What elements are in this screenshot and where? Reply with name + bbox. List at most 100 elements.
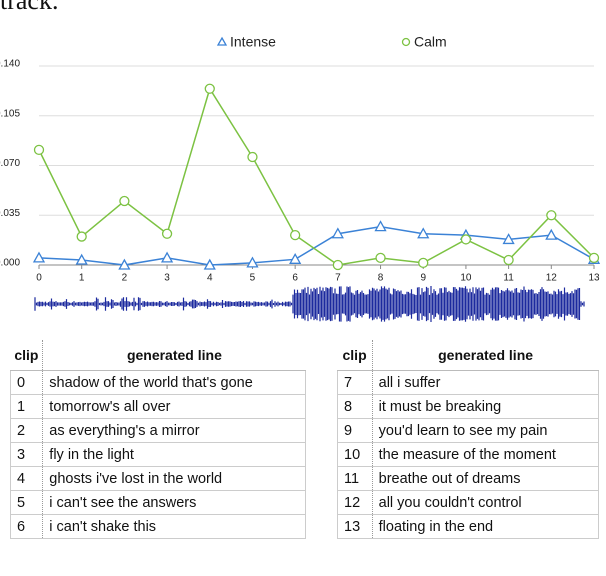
x-tick-label: 10 — [460, 273, 472, 284]
point — [588, 252, 600, 264]
point — [161, 228, 173, 239]
header-row: clip generated line — [10, 340, 306, 371]
x-tick-label: 1 — [79, 273, 85, 284]
legend-item: Calm — [401, 34, 447, 50]
cell: 8 — [337, 394, 373, 419]
cell: as everything's a mirror — [42, 418, 306, 443]
point — [247, 151, 258, 163]
legend-marker — [216, 36, 228, 46]
x-tick-label: 3 — [164, 273, 170, 284]
point — [546, 210, 557, 221]
preceding-text: track. — [0, 0, 59, 15]
legend-label: Intense — [230, 34, 276, 50]
chart: 0.0000.0350.0700.1050.140012345678910111… — [0, 34, 601, 322]
y-tick-label: 0.035 — [0, 208, 20, 219]
row: 4 ghosts i've lost in the world — [9, 466, 306, 491]
row: 1 tomorrow's all over — [9, 394, 306, 419]
x-tick-label: 0 — [36, 273, 42, 284]
point — [545, 228, 558, 240]
x-tick-label: 7 — [335, 273, 341, 284]
row: 7 all i suffer — [337, 370, 600, 395]
cell: the measure of the moment — [372, 442, 600, 467]
column-header: clip — [337, 340, 373, 371]
point — [32, 251, 46, 263]
cell: i can't shake this — [42, 514, 306, 539]
row: 12 all you couldn't control — [337, 490, 600, 515]
cell: it must be breaking — [372, 394, 600, 419]
cell: 12 — [337, 490, 373, 515]
series-line — [38, 86, 595, 266]
point — [503, 254, 514, 266]
cell: 5 — [9, 490, 44, 515]
cell: all you couldn't control — [372, 490, 600, 515]
cell: breathe out of dreams — [372, 466, 600, 491]
legend-marker — [401, 37, 411, 47]
x-tick-label: 4 — [207, 273, 213, 284]
y-tick-label: 0.000 — [0, 258, 20, 269]
header-row: clip generated line — [337, 340, 599, 371]
waveform — [34, 286, 585, 322]
column-header: generated line — [42, 340, 306, 371]
point — [119, 195, 130, 207]
point — [290, 229, 301, 241]
cell: ghosts i've lost in the world — [42, 466, 306, 491]
cell: fly in the light — [42, 442, 306, 467]
point — [417, 227, 430, 239]
cell: 2 — [9, 418, 44, 443]
row: 2 as everything's a mirror — [9, 418, 306, 443]
x-tick-label: 13 — [588, 273, 600, 284]
y-tick-label: 0.140 — [0, 59, 20, 70]
table: clip generated line 7 all i suffer 8 it must … — [337, 340, 600, 539]
point — [160, 251, 174, 263]
point — [76, 231, 87, 242]
row: 10 the measure of the moment — [337, 442, 600, 467]
cell: floating in the end — [372, 514, 600, 539]
x-tick-label: 2 — [122, 273, 128, 284]
point — [204, 83, 215, 94]
row: 0 shadow of the world that's gone — [9, 370, 306, 395]
point — [375, 252, 386, 264]
cell: 0 — [9, 370, 44, 395]
x-tick-label: 9 — [420, 273, 426, 284]
y-tick-label: 0.070 — [0, 158, 20, 169]
cell: tomorrow's all over — [42, 394, 306, 419]
y-tick-label: 0.105 — [0, 108, 20, 119]
point — [246, 256, 259, 268]
row: 13 floating in the end — [337, 514, 600, 539]
series-line — [38, 225, 595, 266]
x-tick-label: 11 — [503, 273, 514, 284]
point — [502, 233, 515, 245]
cell: i can't see the answers — [42, 490, 306, 515]
row: 11 breathe out of dreams — [337, 466, 600, 491]
cell: you'd learn to see my pain — [372, 418, 600, 443]
x-tick-label: 6 — [292, 273, 298, 284]
point — [332, 259, 343, 271]
point — [331, 227, 344, 239]
point — [33, 144, 45, 156]
x-tick-label: 5 — [250, 273, 256, 284]
legend-item: Intense — [216, 34, 276, 50]
point — [75, 253, 88, 265]
point — [203, 258, 216, 270]
cell: shadow of the world that's gone — [42, 370, 306, 395]
row: 9 you'd learn to see my pain — [337, 418, 600, 443]
point — [374, 220, 387, 232]
column-header: clip — [10, 340, 44, 371]
cell: 11 — [337, 466, 373, 491]
table: clip generated line 0 shadow of the world t… — [9, 340, 306, 539]
legend-label: Calm — [414, 34, 447, 50]
cell: 13 — [337, 514, 373, 539]
cell: 7 — [337, 370, 373, 395]
column-header: generated line — [372, 340, 599, 371]
row: 3 fly in the light — [9, 442, 306, 467]
cell: 1 — [9, 394, 44, 419]
cell: 9 — [337, 418, 373, 443]
point — [418, 257, 429, 269]
cell: all i suffer — [372, 370, 600, 395]
point — [289, 252, 302, 264]
point — [118, 258, 131, 270]
point — [460, 234, 472, 245]
